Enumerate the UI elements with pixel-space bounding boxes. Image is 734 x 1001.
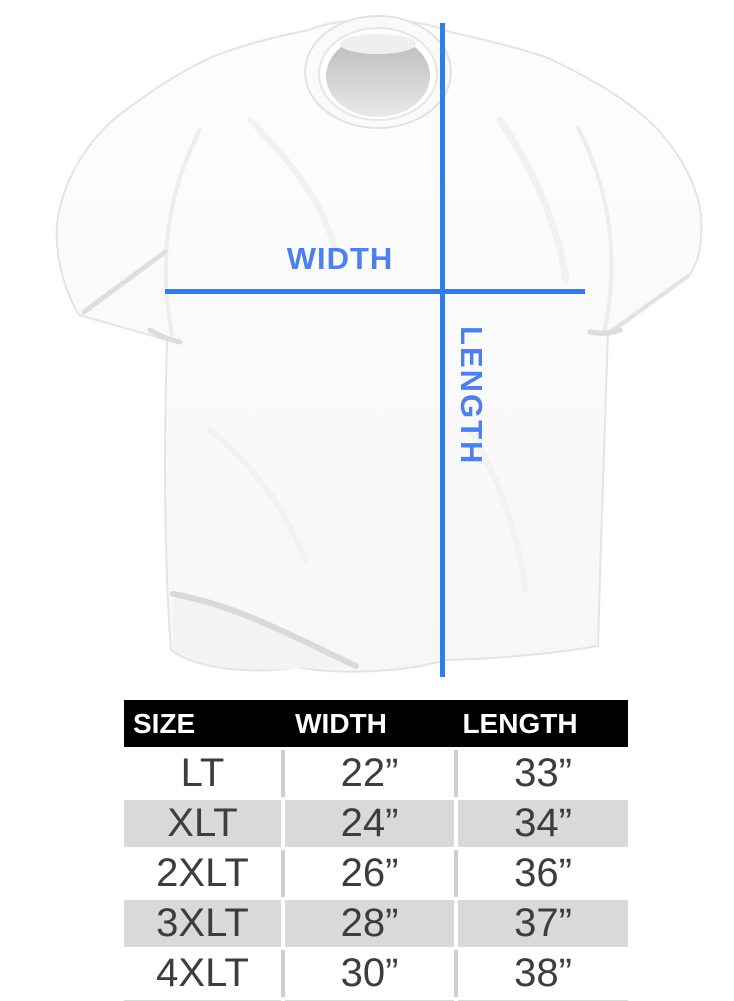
cell-size: 3XLT <box>124 900 281 947</box>
cell-width: 28” <box>285 900 454 947</box>
width-measure-line <box>165 289 585 294</box>
tshirt-graphic <box>55 15 703 673</box>
cell-length: 36” <box>458 850 628 897</box>
table-row-4xlt: 4XLT 30” 38” <box>124 950 628 997</box>
cell-width: 22” <box>285 750 454 797</box>
width-label: WIDTH <box>286 241 394 276</box>
tshirt-diagram: WIDTH LENGTH <box>55 15 703 677</box>
hem-fold <box>173 598 350 670</box>
header-length: LENGTH <box>462 708 578 739</box>
cell-size: 2XLT <box>124 850 281 897</box>
table-row-xlt: XLT 24” 34” <box>124 800 628 847</box>
tshirt-body <box>55 18 703 673</box>
table-row-2xlt: 2XLT 26” 36” <box>124 850 628 897</box>
cell-width: 30” <box>285 950 454 997</box>
length-measure-line <box>440 23 445 677</box>
hem-fold-shadow <box>170 591 359 669</box>
cell-width: 26” <box>285 850 454 897</box>
cell-size: 4XLT <box>124 950 281 997</box>
cell-length: 33” <box>458 750 628 797</box>
length-label: LENGTH <box>454 326 489 466</box>
cell-length: 34” <box>458 800 628 847</box>
cell-size: LT <box>124 750 281 797</box>
table-row-3xlt: 3XLT 28” 37” <box>124 900 628 947</box>
header-size: SIZE <box>133 708 196 739</box>
cell-width: 24” <box>285 800 454 847</box>
size-chart-table: SIZE WIDTH LENGTH LT 22” 33” XLT 24” 34”… <box>124 700 628 1001</box>
cell-length: 38” <box>458 950 628 997</box>
table-header-row: SIZE WIDTH LENGTH <box>124 700 628 747</box>
header-width: WIDTH <box>295 708 387 739</box>
collar <box>304 15 452 129</box>
cell-size: XLT <box>124 800 281 847</box>
cell-length: 37” <box>458 900 628 947</box>
table-row-lt: LT 22” 33” <box>124 750 628 797</box>
